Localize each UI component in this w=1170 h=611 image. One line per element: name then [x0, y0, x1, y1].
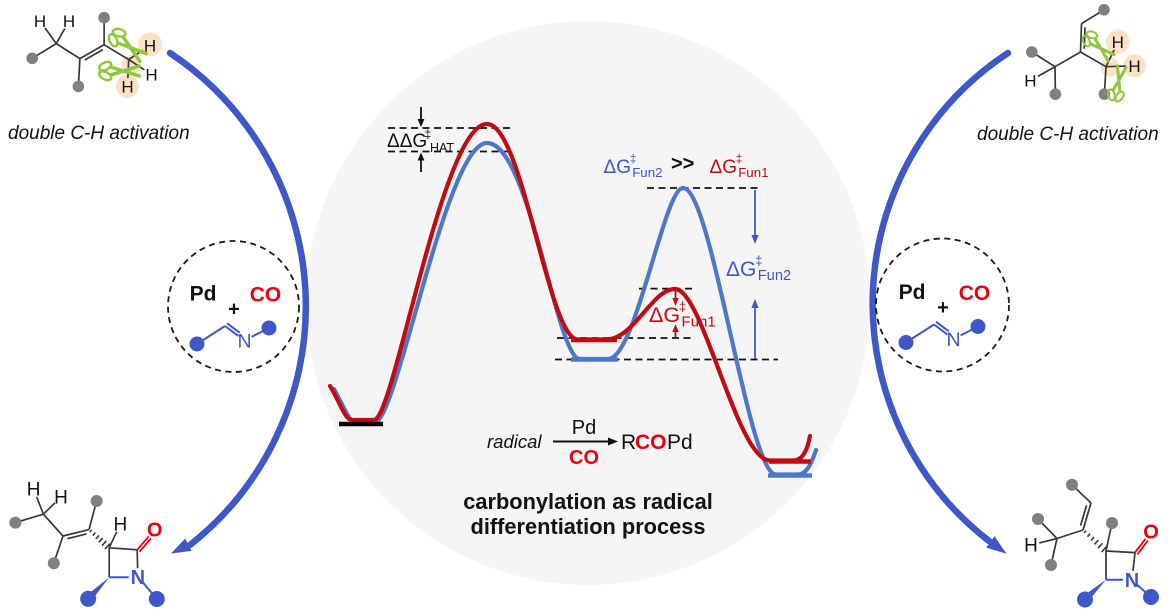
svg-text:Fun2: Fun2	[758, 268, 791, 284]
svg-text:‡: ‡	[736, 153, 743, 166]
svg-text:N: N	[946, 329, 960, 351]
svg-text:ΔG: ΔG	[726, 258, 756, 281]
svg-text:ΔG: ΔG	[649, 303, 680, 327]
svg-text:H: H	[121, 78, 133, 97]
svg-text:H: H	[1024, 536, 1038, 557]
svg-text:H: H	[1128, 57, 1140, 76]
svg-text:carbonylation as radical: carbonylation as radical	[463, 489, 713, 514]
svg-text:H: H	[27, 480, 41, 501]
svg-text:radical: radical	[487, 431, 542, 452]
svg-text:differentiation process: differentiation process	[471, 514, 706, 539]
svg-text:H: H	[145, 66, 157, 85]
svg-text:Fun1: Fun1	[738, 165, 768, 180]
svg-text:H: H	[54, 488, 68, 509]
svg-text:R: R	[621, 431, 636, 454]
svg-text:N: N	[237, 331, 251, 353]
svg-text:CO: CO	[250, 284, 282, 307]
svg-text:‡: ‡	[630, 153, 637, 166]
svg-text:CO: CO	[569, 447, 599, 469]
svg-text:H: H	[144, 37, 156, 56]
svg-text:‡: ‡	[425, 127, 432, 141]
svg-text:Fun2: Fun2	[632, 165, 662, 180]
svg-text:double C-H activation: double C-H activation	[977, 124, 1159, 145]
svg-text:N: N	[131, 567, 145, 589]
svg-text:ΔG: ΔG	[710, 157, 737, 178]
svg-text:Pd: Pd	[190, 283, 217, 306]
svg-text:H: H	[1112, 33, 1124, 52]
svg-text:>>: >>	[671, 153, 694, 175]
svg-text:H: H	[114, 515, 128, 536]
svg-text:+: +	[937, 297, 949, 319]
svg-text:‡: ‡	[755, 253, 762, 268]
svg-text:Pd: Pd	[899, 281, 926, 304]
svg-text:H: H	[34, 12, 46, 31]
svg-text:HAT: HAT	[430, 141, 454, 155]
svg-text:ΔΔG: ΔΔG	[387, 131, 427, 152]
svg-text:Fun1: Fun1	[681, 313, 715, 330]
svg-text:CO: CO	[959, 282, 991, 305]
svg-text:O: O	[147, 520, 163, 542]
svg-text:H: H	[1024, 72, 1036, 91]
svg-text:CO: CO	[635, 431, 667, 454]
svg-text:O: O	[1143, 522, 1159, 544]
svg-text:+: +	[228, 299, 240, 321]
svg-text:H: H	[63, 12, 75, 31]
svg-text:N: N	[1125, 570, 1139, 592]
svg-text:Pd: Pd	[572, 417, 596, 439]
svg-text:Pd: Pd	[667, 431, 693, 454]
svg-text:double C-H activation: double C-H activation	[8, 123, 190, 144]
svg-text:ΔG: ΔG	[604, 157, 631, 178]
svg-text:‡: ‡	[679, 299, 686, 314]
